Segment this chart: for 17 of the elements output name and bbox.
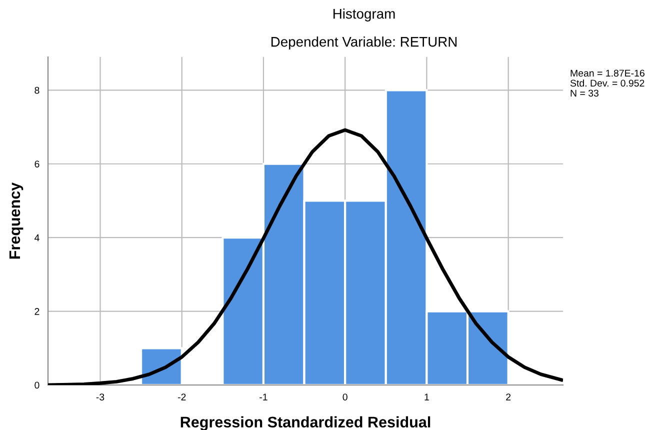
chart-title: Histogram bbox=[334, 8, 395, 22]
chart-subtitle: Dependent Variable: RETURN bbox=[271, 36, 457, 50]
text: Mean = 1.87E-16 bbox=[570, 70, 644, 77]
y-tick-label: 8 bbox=[34, 86, 40, 94]
text: N = 33 bbox=[570, 90, 598, 97]
y-tick-label: 6 bbox=[34, 160, 40, 168]
x-tick-label: 2 bbox=[506, 394, 511, 400]
x-tick-label: 1 bbox=[424, 394, 429, 400]
y-tick-label: 4 bbox=[34, 234, 40, 242]
x-tick-label: -3 bbox=[96, 394, 104, 400]
y-tick-label: 2 bbox=[34, 308, 40, 315]
x-tick-label: -2 bbox=[178, 394, 186, 400]
y-tick-label: 0 bbox=[34, 382, 40, 389]
y-axis-title: Frequency bbox=[9, 182, 24, 259]
text: Std. Dev. = 0.952 bbox=[570, 79, 644, 87]
x-tick-label: 0 bbox=[342, 394, 348, 400]
x-tick-label: -1 bbox=[260, 394, 268, 400]
